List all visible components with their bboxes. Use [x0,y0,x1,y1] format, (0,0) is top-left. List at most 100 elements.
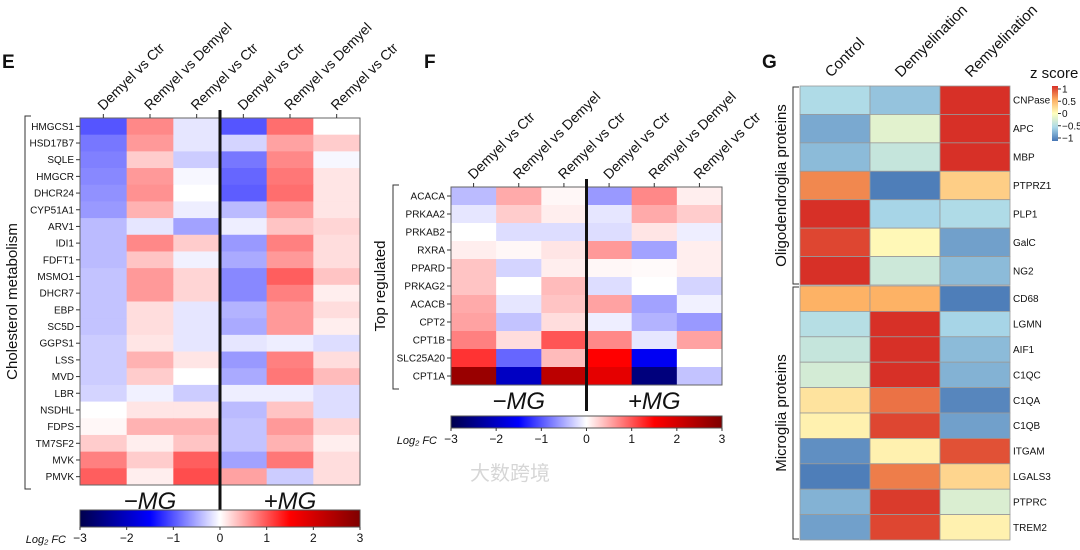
heatmap-cell [80,234,128,252]
heatmap-cell [80,384,128,403]
row-label: AIF1 [1013,345,1035,356]
heatmap-cell [313,301,361,319]
heatmap-cell [220,301,268,319]
heatmap-cell [173,301,221,319]
row-label: LBR [55,389,74,400]
heatmap-cell [939,85,1011,115]
heatmap-cell [631,205,678,224]
row-label: TM7SF2 [36,439,75,450]
heatmap-cell [631,259,678,278]
heatmap-cell [631,277,678,296]
y-axis-label: Top regulated [372,241,389,332]
heatmap-cell [451,331,497,350]
heatmap-cell [220,168,268,186]
row-label: ACACA [411,192,446,203]
row-label: ITGAM [1013,447,1045,458]
row-group-label: Oligodendroglia proteins [773,104,790,267]
heatmap-cell [313,434,361,453]
heatmap-cell [541,295,587,314]
y-axis-label: Cholesterol metabolism [4,223,21,380]
heatmap-cell [676,331,723,350]
heatmap-cell [266,384,314,403]
heatmap-cell [313,168,361,186]
heatmap-cell [939,199,1011,229]
heatmap-cell [799,256,871,286]
heatmap-cell [939,412,1011,439]
heatmap-cell [313,384,361,403]
heatmap-cell [266,218,314,236]
heatmap-cell [869,199,941,229]
heatmap-cell [126,434,174,453]
row-label: TREM2 [1013,523,1047,534]
panel-letter: F [424,52,436,73]
heatmap-cell [266,368,314,386]
heatmap-cell [586,349,633,368]
row-label: MSMO1 [37,272,74,283]
heatmap-cell [126,218,174,236]
heatmap-cell [541,241,587,260]
heatmap-cell [173,368,221,386]
heatmap-cell [869,336,941,363]
heatmap-cell [313,268,361,286]
row-label: MVK [52,455,74,466]
colorbar-tick-label: −3 [73,531,87,545]
heatmap-cell [266,451,314,469]
heatmap-cell [869,85,941,115]
heatmap-cell [220,268,268,286]
colorbar-tick-label: 1 [628,432,635,446]
heatmap-cell [799,114,871,144]
heatmap-cell [676,187,723,206]
colorbar-tick-label: 0 [1062,109,1068,120]
heatmap-cell [541,349,587,368]
heatmap-cell [126,118,174,136]
row-label: LGMN [1013,320,1042,331]
heatmap-cell [676,367,723,386]
heatmap-cell [586,331,633,350]
heatmap-cell [869,514,941,541]
heatmap-cell [80,434,128,453]
heatmap-cell [451,223,497,242]
heatmap-cell [676,295,723,314]
heatmap-cell [451,349,497,368]
heatmap-cell [266,418,314,436]
row-label: C1QA [1013,396,1041,407]
heatmap-cell [126,168,174,186]
heatmap-cell [173,268,221,286]
heatmap-cell [80,318,128,336]
heatmap-cell [939,256,1011,286]
row-label: EBP [54,305,74,316]
heatmap-cell [126,184,174,202]
heatmap-cell [631,367,678,386]
heatmap-cell [799,387,871,414]
heatmap-cell [631,187,678,206]
heatmap-cell [173,434,221,453]
heatmap-cell [586,367,633,386]
heatmap-cell [313,418,361,436]
row-label: PTPRC [1013,497,1047,508]
heatmap-cell [266,184,314,202]
heatmap-cell [220,234,268,252]
heatmap-cell [496,331,542,350]
heatmap-cell [220,184,268,202]
heatmap-cell [313,284,361,302]
heatmap-cell [266,351,314,369]
heatmap-cell [939,387,1011,414]
row-label: ACACB [411,300,446,311]
heatmap-cell [451,187,497,206]
heatmap-cell [173,118,221,136]
heatmap-cell [676,349,723,368]
heatmap-cell [496,277,542,296]
heatmap-cell [80,151,128,169]
heatmap-cell [173,234,221,252]
heatmap-cell [313,234,361,252]
heatmap-cell [939,514,1011,541]
heatmap-cell [869,142,941,172]
heatmap-cell [266,301,314,319]
heatmap-cell [676,313,723,332]
heatmap-cell [799,170,871,201]
heatmap-cell [631,295,678,314]
column-label: Remyel vs Demyel [281,19,375,113]
row-label: LSS [55,355,74,366]
row-group-label: Microglia proteins [773,354,790,472]
row-label: C1QB [1013,421,1041,432]
